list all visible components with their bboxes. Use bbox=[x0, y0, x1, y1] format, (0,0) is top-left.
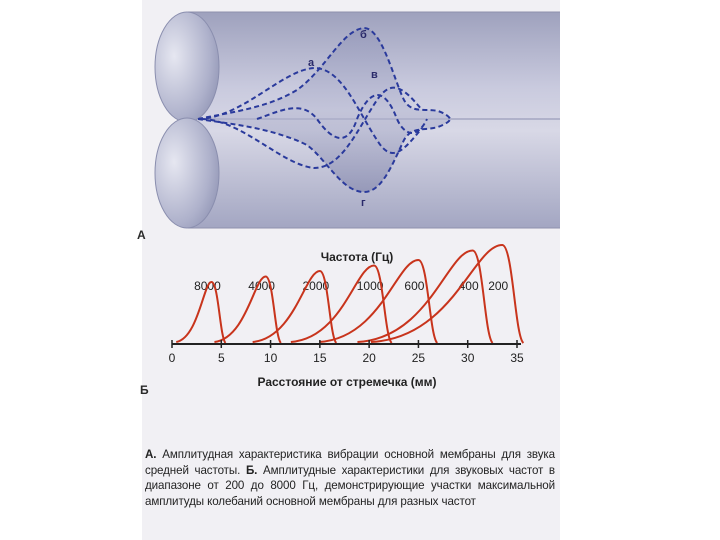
x-tick-label: 0 bbox=[169, 351, 176, 365]
x-tick-label: 30 bbox=[461, 351, 475, 365]
x-tick-label: 15 bbox=[313, 351, 327, 365]
x-tick-label: 5 bbox=[218, 351, 225, 365]
curve-label-b: б bbox=[360, 29, 367, 41]
membrane-vibration-figure: а б в г bbox=[154, 11, 560, 229]
caption-a-text: Амплитудная характеристика вибрации осно… bbox=[145, 448, 555, 477]
frequency-label: 200 bbox=[488, 279, 508, 293]
panel-label-a: А bbox=[137, 228, 146, 242]
curve-label-a: а bbox=[308, 57, 315, 69]
x-tick-label: 25 bbox=[412, 351, 426, 365]
caption-b-label: Б. bbox=[245, 463, 258, 477]
chart-title: Частота (Гц) bbox=[321, 250, 394, 264]
response-curve bbox=[175, 280, 227, 344]
response-curve bbox=[214, 275, 282, 344]
x-tick-label: 10 bbox=[264, 351, 278, 365]
response-curve bbox=[370, 243, 525, 344]
response-curve bbox=[319, 258, 439, 344]
curve-label-g: г bbox=[361, 197, 366, 209]
scala-lower-end bbox=[154, 117, 220, 229]
figure-caption: А. Амплитудная характеристика вибрации о… bbox=[145, 447, 555, 509]
x-tick-label: 35 bbox=[510, 351, 524, 365]
caption-b-text: Амплитудные характеристики для звуковых … bbox=[145, 463, 555, 508]
wave-curves bbox=[197, 26, 451, 194]
frequency-label: 1000 bbox=[357, 279, 384, 293]
curve-label-v: в bbox=[371, 69, 378, 81]
response-curve bbox=[357, 249, 494, 344]
x-tick-label: 20 bbox=[362, 351, 376, 365]
frequency-chart: Частота (Гц) 8000 4000 2000 1000 600 400 200 0… bbox=[169, 243, 525, 389]
scala-upper-end bbox=[154, 11, 220, 123]
response-curve bbox=[290, 264, 393, 344]
panel-label-b: Б bbox=[140, 383, 149, 397]
x-axis-label: Расстояние от стремечка (мм) bbox=[257, 375, 436, 389]
frequency-label: 600 bbox=[404, 279, 424, 293]
caption-a-label: А. bbox=[145, 448, 157, 461]
